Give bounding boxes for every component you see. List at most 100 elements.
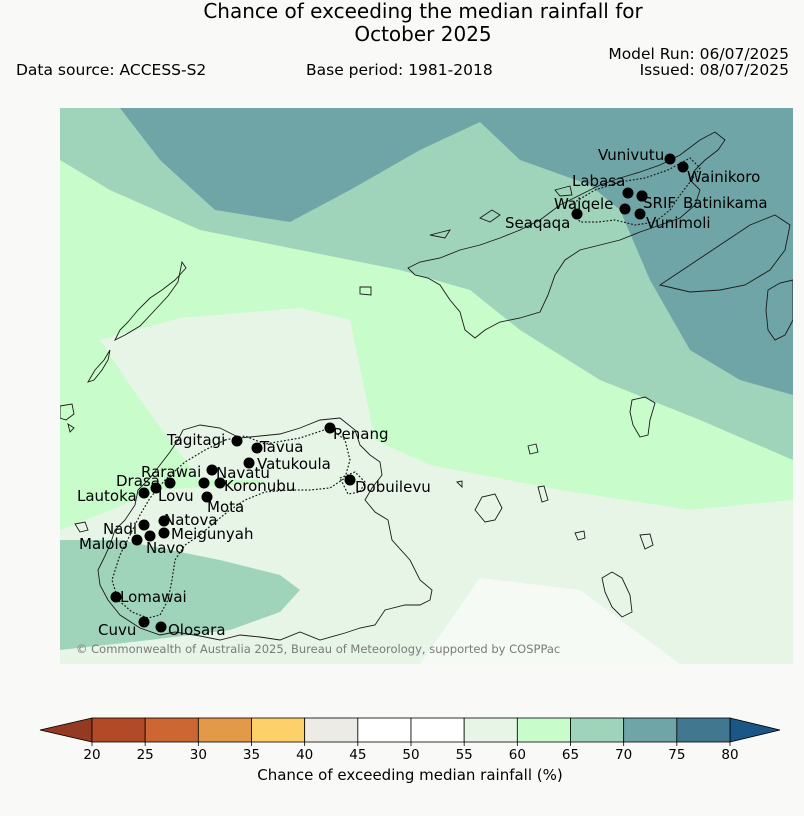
band-70-75 xyxy=(120,108,793,395)
station-marker xyxy=(622,187,634,199)
station-label: Batinikama xyxy=(683,194,768,212)
band-50-55 xyxy=(420,578,680,664)
station-label: Vunivutu xyxy=(598,146,664,164)
data-source-text: Data source: ACCESS-S2 xyxy=(16,61,207,79)
station-marker xyxy=(138,616,150,628)
colorbar-tick-label: 55 xyxy=(456,747,473,763)
colorbar-cell xyxy=(516,717,571,743)
colorbar-tick-label: 50 xyxy=(402,747,419,763)
station-marker xyxy=(150,482,162,494)
probability-fill xyxy=(60,108,793,664)
station-label: Tavua xyxy=(259,438,303,456)
colorbar-label: Chance of exceeding median rainfall (%) xyxy=(257,766,562,784)
colorbar-ticks: 20 25 30 35 40 45 50 55 60 65 70 75 80 xyxy=(83,742,739,763)
issued-text: Issued: 08/07/2025 xyxy=(639,61,789,79)
colorbar-cell xyxy=(463,717,518,743)
station-marker xyxy=(138,487,150,499)
station-marker xyxy=(138,519,150,531)
station-label: Lomawai xyxy=(120,588,187,606)
colorbar-over-arrow xyxy=(729,717,781,743)
station-marker xyxy=(158,515,170,527)
station-marker xyxy=(664,153,676,165)
colorbar-cell xyxy=(197,717,252,743)
station-label: Meigunyah xyxy=(171,525,253,543)
station-label: Koronubu xyxy=(224,477,295,495)
station-label: Lovu xyxy=(158,487,194,505)
colorbar-cell xyxy=(357,717,412,743)
colorbar-tick-label: 25 xyxy=(137,747,154,763)
station-marker xyxy=(636,190,648,202)
station-label: Malolo xyxy=(79,535,128,553)
station-label: Olosara xyxy=(168,621,226,639)
islets-north xyxy=(429,185,573,239)
copyright-text: © Commonwealth of Australia 2025, Bureau… xyxy=(76,642,560,656)
station-label: Lautoka xyxy=(77,487,137,505)
band-65-70-south xyxy=(60,540,300,650)
colorbar-cell xyxy=(251,717,306,743)
vanua-levu-coast xyxy=(407,131,726,339)
colorbar-tick-label: 20 xyxy=(83,747,100,763)
station-marker xyxy=(324,422,336,434)
colorbar-cell xyxy=(304,717,359,743)
station-marker xyxy=(198,477,210,489)
viti-levu-coast xyxy=(97,417,433,641)
station-marker xyxy=(571,208,583,220)
base-period-text: Base period: 1981-2018 xyxy=(306,61,493,79)
yasawa-coast xyxy=(113,260,187,342)
mamanuca-coast xyxy=(60,403,89,533)
station-marker xyxy=(231,435,243,447)
colorbar-tick-label: 65 xyxy=(562,747,579,763)
colorbar-tick-label: 70 xyxy=(615,747,632,763)
south-island-coast xyxy=(601,571,633,618)
station-label: Nadi xyxy=(103,520,137,538)
station-marker xyxy=(131,534,143,546)
colorbar-tick-label: 35 xyxy=(243,747,260,763)
station-label: Natova xyxy=(164,511,218,529)
station-label: Tagitagi xyxy=(166,431,225,449)
colorbar-tick-label: 45 xyxy=(349,747,366,763)
station-marker xyxy=(214,477,226,489)
station-marker xyxy=(619,203,631,215)
colorbar-tick-label: 80 xyxy=(721,747,738,763)
catchment-boundaries xyxy=(111,157,701,619)
band-55-60-south xyxy=(100,308,793,664)
station-label: Dobuilevu xyxy=(355,478,431,496)
colorbar-under-arrow xyxy=(39,717,93,743)
colorbar-cell xyxy=(623,717,678,743)
taveuni-coast xyxy=(658,214,791,293)
station-label: Labasa xyxy=(572,172,625,190)
gau-coast xyxy=(629,396,656,438)
title-line-2: October 2025 xyxy=(354,22,492,46)
colorbar: 20 25 30 35 40 45 50 55 60 65 70 75 80 Chance of exc… xyxy=(39,717,781,784)
station-marker xyxy=(677,161,689,173)
colorbar-tick-label: 30 xyxy=(190,747,207,763)
colorbar-cells xyxy=(91,717,731,743)
coastlines xyxy=(60,131,793,641)
station-marker xyxy=(158,527,170,539)
station-marker xyxy=(243,457,255,469)
station-label: Rarawai xyxy=(141,463,201,481)
title-line-1: Chance of exceeding the median rainfall … xyxy=(203,0,643,23)
station-markers: Vunivutu Wainikoro Labasa Waiqele SRIF Batini… xyxy=(77,146,768,639)
yasawa-south-coast xyxy=(87,349,111,383)
station-marker xyxy=(344,474,356,486)
station-label: Navo xyxy=(146,539,184,557)
station-label: Vunimoli xyxy=(646,214,711,232)
station-label: Penang xyxy=(333,425,388,443)
station-marker xyxy=(201,491,213,503)
colorbar-tick-label: 40 xyxy=(296,747,313,763)
map-title: Chance of exceeding the median rainfall … xyxy=(0,0,804,46)
vanua-levu-catchment xyxy=(569,157,701,226)
station-label: Mota xyxy=(207,498,244,516)
colorbar-tick-label: 60 xyxy=(509,747,526,763)
viti-levu-catchment xyxy=(111,427,351,619)
station-marker xyxy=(206,464,218,476)
colorbar-cell xyxy=(570,717,625,743)
colorbar-cell xyxy=(91,717,146,743)
station-label: Cuvu xyxy=(98,621,136,639)
run-info: Model Run: 06/07/2025 Issued: 08/07/2025 xyxy=(608,46,789,78)
model-run-text: Model Run: 06/07/2025 xyxy=(608,45,789,63)
station-marker xyxy=(251,442,263,454)
colorbar-cell xyxy=(410,717,465,743)
